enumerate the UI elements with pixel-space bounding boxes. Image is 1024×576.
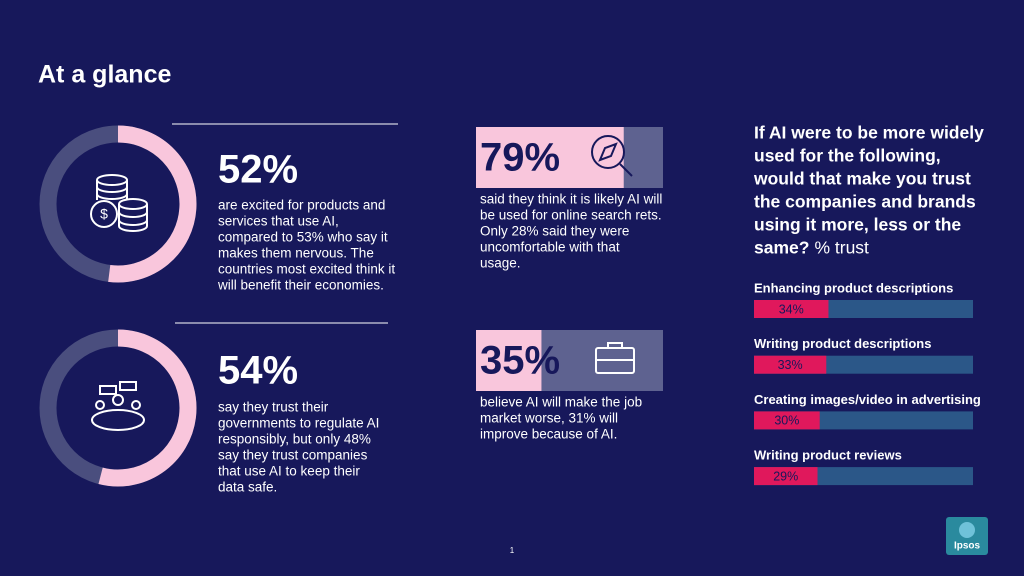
stat-text: makes them nervous. The (218, 246, 374, 261)
coins-icon: $ (90, 174, 148, 232)
bar (754, 355, 827, 374)
stat-text: believe AI will make the job (480, 395, 642, 410)
stat-text: said they think it is likely AI will (480, 192, 662, 207)
compass-icon (591, 135, 633, 177)
category-label: Enhancing product descriptions (754, 280, 953, 295)
category-label: Writing product descriptions (754, 336, 931, 351)
chart-title: using it more, less or the (754, 215, 961, 235)
stat-text: improve because of AI. (480, 427, 617, 442)
category-label: Creating images/video in advertising (754, 392, 981, 407)
bar (754, 300, 829, 318)
stat-text: will benefit their economies. (217, 278, 384, 293)
stat-value: 54% (218, 349, 298, 393)
stat-text: countries most excited think it (218, 262, 395, 277)
stat-text: that use AI to keep their (218, 464, 360, 479)
chart-title: the companies and brands (754, 192, 976, 212)
logo: Ipsos (946, 517, 988, 555)
donut-arc (98, 329, 197, 487)
stat-value: 35% (480, 339, 560, 383)
people-icon (91, 381, 145, 431)
stat-bar (476, 330, 542, 391)
logo-text: Ipsos (954, 541, 981, 552)
value-label: 30% (774, 414, 799, 428)
briefcase-icon (595, 342, 635, 374)
donut-arc (108, 125, 197, 283)
stat-text: are excited for products and (218, 198, 385, 213)
value-label: 33% (778, 358, 803, 372)
stat-text: governments to regulate AI (218, 416, 379, 431)
stat-bar (476, 127, 624, 188)
category-label: Writing product reviews (754, 448, 902, 463)
stat-text: data safe. (218, 480, 277, 495)
icon-glyph: $ (100, 206, 108, 222)
chart-title: would that make you trust (753, 169, 971, 189)
value-label: 34% (779, 302, 804, 316)
stat-text: uncomfortable with that (480, 240, 620, 255)
page-title: At a glance (38, 61, 171, 89)
chart-title: If AI were to be more widely (754, 123, 984, 143)
logo-mark (959, 522, 975, 538)
chart-title: used for the following, (754, 146, 941, 166)
stat-text: responsibly, but only 48% (218, 432, 371, 447)
page-number: 1 (510, 546, 515, 555)
stat-text: market worse, 31% will (480, 411, 618, 426)
chart-title-suffix: % trust (814, 238, 869, 258)
stat-text: services that use AI, (218, 214, 339, 229)
stat-text: be used for online search rets. (480, 208, 662, 223)
chart-title: same? (754, 238, 809, 258)
stat-text: usage. (480, 256, 521, 271)
stat-value: 79% (480, 136, 560, 180)
stat-text: compared to 53% who say it (218, 230, 388, 245)
stat-text: Only 28% said they were (480, 224, 629, 239)
stat-text: say they trust their (218, 400, 329, 415)
stat-text: say they trust companies (218, 448, 368, 463)
bar (754, 467, 818, 486)
value-label: 29% (773, 469, 798, 483)
stat-value: 52% (218, 148, 298, 192)
bar (754, 411, 820, 430)
